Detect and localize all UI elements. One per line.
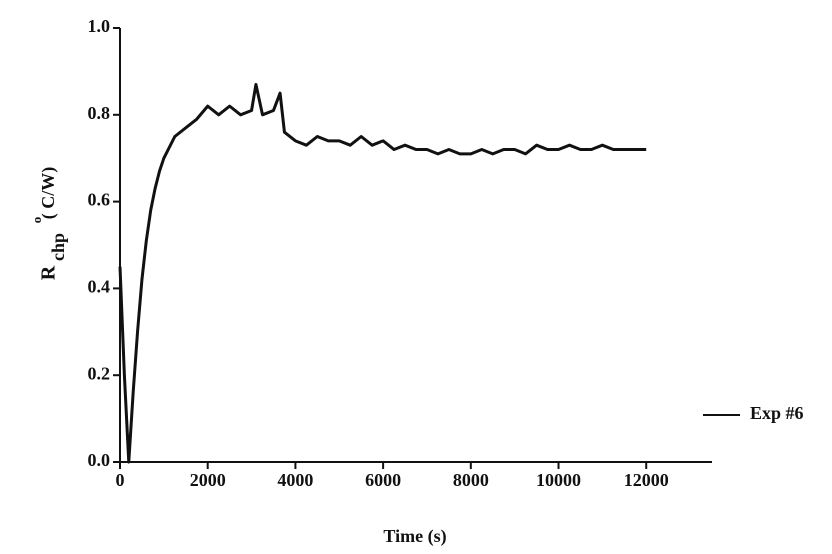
x-tick-label: 4000 — [277, 470, 313, 490]
y-tick-label: 0.6 — [88, 190, 111, 210]
y-tick-label: 1.0 — [88, 16, 111, 36]
y-tick-label: 0.0 — [88, 450, 111, 470]
x-tick-label: 6000 — [365, 470, 401, 490]
x-tick-label: 8000 — [453, 470, 489, 490]
x-tick-label: 0 — [116, 470, 125, 490]
legend-label: Exp #6 — [750, 403, 804, 423]
x-tick-label: 12000 — [624, 470, 669, 490]
y-tick-label: 0.2 — [88, 363, 111, 383]
y-label-main: R — [38, 265, 60, 280]
y-tick-label: 0.8 — [88, 103, 111, 123]
data-line — [118, 82, 647, 464]
y-label-sub: chp — [48, 233, 68, 261]
y-axis-label: R chp o ( C/W) — [29, 167, 68, 280]
y-tick-label: 0.4 — [88, 277, 111, 297]
x-tick-label: 10000 — [536, 470, 581, 490]
y-label-unit: ( C/W) — [38, 167, 59, 220]
y-label-sup: o — [29, 217, 44, 224]
x-axis-label: Time (s) — [383, 526, 446, 547]
x-tick-label: 2000 — [190, 470, 226, 490]
